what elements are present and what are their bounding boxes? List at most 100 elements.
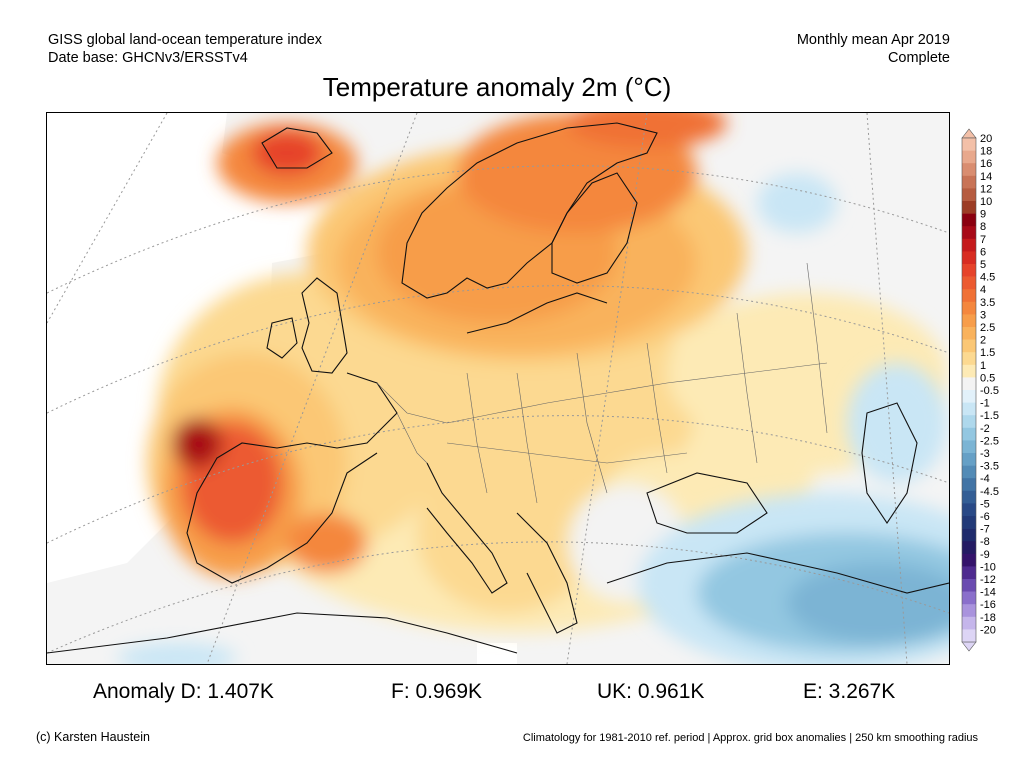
- copyright-credit: (c) Karsten Haustein: [36, 730, 150, 744]
- colorbar-swatch: [962, 276, 976, 290]
- cool-anomaly-shading: [117, 173, 949, 664]
- colorbar-swatch: [962, 352, 976, 366]
- colorbar-swatch: [962, 289, 976, 303]
- colorbar-tick-label: 3.5: [980, 297, 995, 309]
- colorbar-tick-label: -2: [980, 423, 990, 435]
- anomaly-germany: Anomaly D: 1.407K: [93, 680, 274, 703]
- colorbar-swatch: [962, 175, 976, 189]
- colorbar-swatch: [962, 465, 976, 479]
- colorbar-tick-label: -18: [980, 612, 996, 624]
- completeness-label: Complete: [887, 50, 950, 66]
- colorbar-tick-label: 16: [980, 158, 992, 170]
- colorbar-tick-label: 5: [980, 259, 986, 271]
- colorbar-tick-label: 18: [980, 146, 992, 158]
- colorbar-tick-label: 20: [980, 133, 992, 145]
- colorbar-swatch: [962, 604, 976, 618]
- colorbar-swatch: [962, 138, 976, 151]
- colorbar-max-arrow: [961, 128, 977, 139]
- colorbar-swatch: [962, 427, 976, 441]
- colorbar-legend: 201816141210987654.543.532.521.510.5-0.5…: [961, 128, 999, 652]
- colorbar-swatch: [962, 566, 976, 580]
- colorbar-tick-label: -4: [980, 473, 990, 485]
- colorbar-swatch: [962, 629, 976, 643]
- colorbar-tick-label: -14: [980, 587, 996, 599]
- colorbar-swatch: [962, 163, 976, 177]
- colorbar-tick-label: 9: [980, 209, 986, 221]
- colorbar-tick-label: -16: [980, 599, 996, 611]
- colorbar-swatch: [962, 415, 976, 429]
- colorbar-swatch: [962, 541, 976, 555]
- colorbar-swatch: [962, 264, 976, 277]
- colorbar-tick-label: 2.5: [980, 322, 995, 334]
- colorbar-tick-label: -3: [980, 448, 990, 460]
- colorbar-tick-label: -6: [980, 511, 990, 523]
- colorbar-tick-label: 1.5: [980, 347, 995, 359]
- colorbar-tick-label: -4.5: [980, 486, 999, 498]
- colorbar-tick-label: 8: [980, 221, 986, 233]
- colorbar-tick-label: 7: [980, 234, 986, 246]
- colorbar-tick-label: 12: [980, 183, 992, 195]
- colorbar-swatch: [962, 390, 976, 403]
- map-title: Temperature anomaly 2m (°C): [322, 72, 672, 102]
- colorbar-swatch: [962, 364, 976, 378]
- colorbar-swatch: [962, 377, 976, 391]
- colorbar-tick-label: -1: [980, 398, 990, 410]
- country-borders: [376, 262, 828, 504]
- colorbar-swatch: [962, 516, 976, 529]
- colorbar-swatch: [962, 314, 976, 328]
- colorbar-swatch: [962, 453, 976, 466]
- colorbar-swatch: [962, 579, 976, 592]
- colorbar-tick-label: -2.5: [980, 435, 999, 447]
- colorbar-tick-label: 1: [980, 360, 986, 372]
- colorbar-swatch: [962, 528, 976, 542]
- colorbar-swatch: [962, 591, 976, 605]
- colorbar-tick-label: 0.5: [980, 372, 995, 384]
- colorbar-swatch: [962, 201, 976, 214]
- source-title: GISS global land-ocean temperature index: [48, 32, 323, 48]
- colorbar-swatch: [962, 213, 976, 227]
- colorbar-tick-label: 2: [980, 335, 986, 347]
- colorbar-swatch: [962, 251, 976, 265]
- colorbar-tick-label: -20: [980, 624, 996, 636]
- colorbar-tick-label: 4: [980, 284, 986, 296]
- colorbar-frame: [961, 137, 977, 643]
- colorbar-swatch: [962, 226, 976, 240]
- colorbar-swatch: [962, 402, 976, 416]
- data-base-label: Date base: GHCNv3/ERSSTv4: [48, 50, 248, 66]
- period-label: Monthly mean Apr 2019: [796, 32, 950, 48]
- anomaly-map: [46, 112, 950, 665]
- colorbar-tick-label: -7: [980, 524, 990, 536]
- colorbar-swatch: [962, 440, 976, 454]
- colorbar-tick-label: -3.5: [980, 461, 999, 473]
- coastlines: [47, 122, 949, 654]
- anomaly-uk: UK: 0.961K: [597, 680, 705, 703]
- colorbar-swatch: [962, 553, 976, 567]
- period-header: Monthly mean Apr 2019 Complete: [797, 31, 950, 67]
- source-header: GISS global land-ocean temperature index…: [48, 31, 322, 67]
- colorbar-tick-label: -8: [980, 536, 990, 548]
- colorbar-tick-label: 4.5: [980, 272, 995, 284]
- colorbar-swatch: [962, 238, 976, 252]
- graticule: [47, 113, 949, 664]
- colorbar-tick-label: -9: [980, 549, 990, 561]
- colorbar-swatch: [962, 616, 976, 630]
- colorbar-swatch: [962, 301, 976, 315]
- colorbar-tick-label: -1.5: [980, 410, 999, 422]
- colorbar-tick-label: -0.5: [980, 385, 999, 397]
- colorbar-tick-label: 6: [980, 246, 986, 258]
- anomaly-france: F: 0.969K: [391, 680, 483, 703]
- colorbar-tick-label: 14: [980, 171, 992, 183]
- methodology-note: Climatology for 1981-2010 ref. period | …: [522, 732, 978, 744]
- colorbar-tick-label: -10: [980, 561, 996, 573]
- colorbar-tick-label: -12: [980, 574, 996, 586]
- colorbar-swatch: [962, 503, 976, 517]
- colorbar-swatch: [962, 188, 976, 202]
- colorbar-swatch: [962, 478, 976, 492]
- colorbar-swatch: [962, 150, 976, 164]
- colorbar-tick-label: 3: [980, 309, 986, 321]
- colorbar-min-arrow: [961, 641, 977, 652]
- colorbar-swatch: [962, 339, 976, 353]
- colorbar-tick-label: -5: [980, 498, 990, 510]
- colorbar-tick-label: 10: [980, 196, 992, 208]
- colorbar-swatch: [962, 327, 976, 340]
